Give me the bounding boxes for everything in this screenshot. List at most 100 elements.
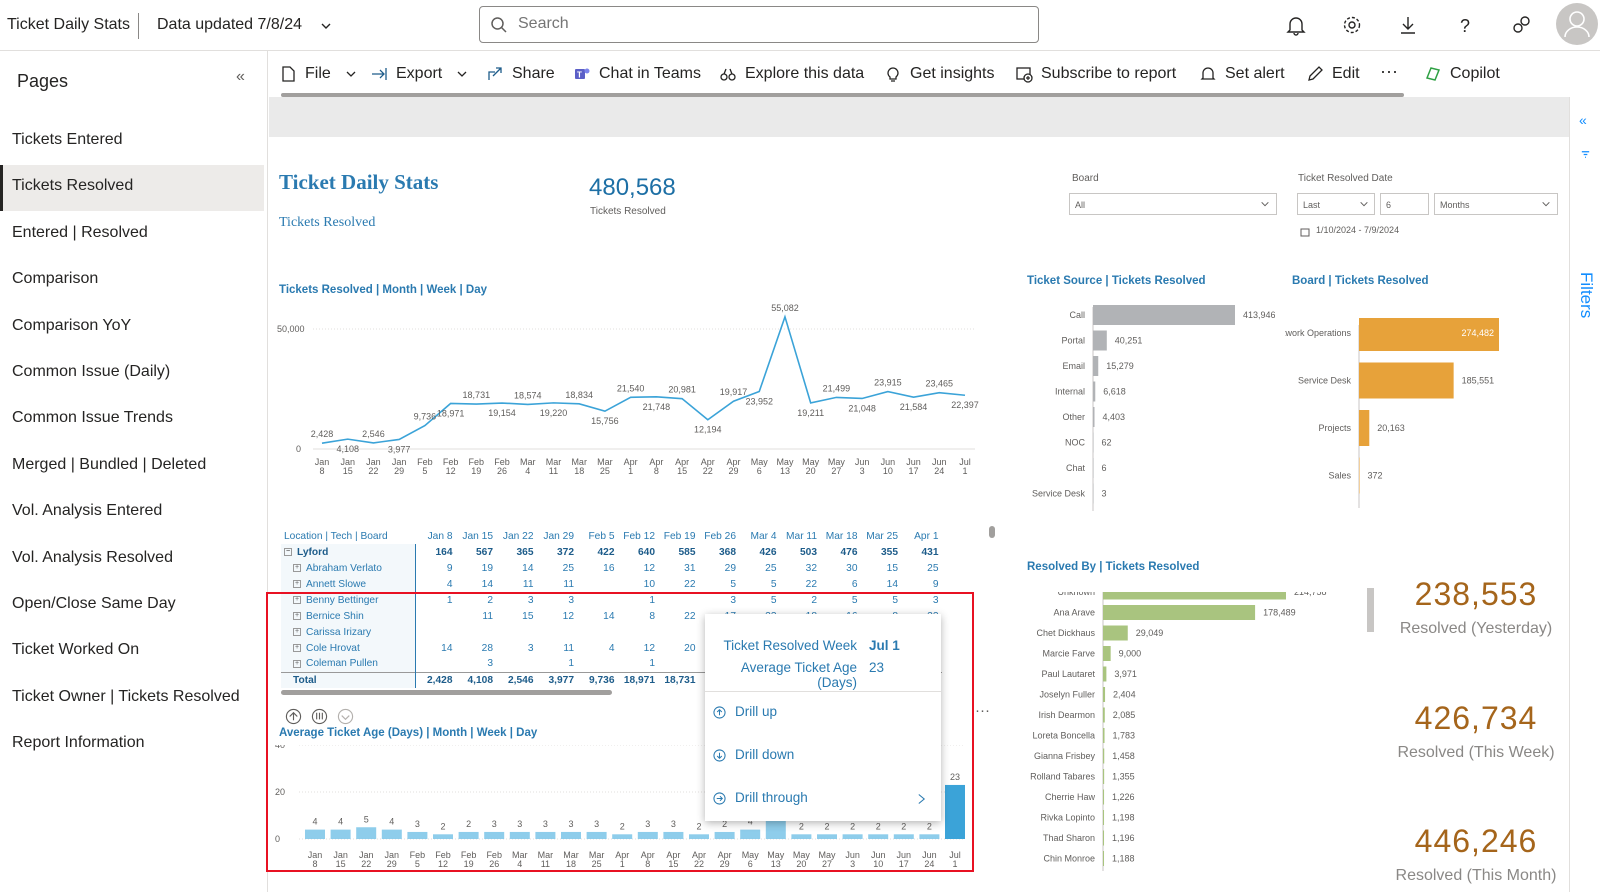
matrix-cell[interactable]: 14: [522, 562, 534, 574]
matrix-column-header[interactable]: Feb 19: [663, 530, 696, 542]
file-menu[interactable]: File: [279, 65, 357, 83]
matrix-cell[interactable]: 6: [851, 578, 858, 590]
page-item[interactable]: Ticket Worked On: [12, 641, 140, 659]
matrix-column-header[interactable]: Jan 8: [427, 530, 453, 542]
board-slicer-dropdown[interactable]: All: [1069, 193, 1277, 215]
matrix-cell[interactable]: 12: [562, 610, 574, 622]
table-row[interactable]: + Carissa Irizary: [281, 624, 942, 640]
matrix-cell[interactable]: 12: [643, 642, 655, 654]
matrix-column-header[interactable]: Jan 29: [543, 530, 574, 542]
page-item[interactable]: Tickets Entered: [12, 131, 123, 148]
matrix-row-label[interactable]: + Carissa Irizary: [281, 624, 416, 640]
matrix-cell[interactable]: 32: [805, 562, 817, 574]
expand-icon[interactable]: +: [293, 595, 301, 604]
matrix-cell[interactable]: 4,108: [455, 671, 496, 688]
export-menu[interactable]: Export: [370, 65, 468, 83]
matrix-cell[interactable]: 368: [719, 546, 736, 558]
matrix-cell[interactable]: 503: [800, 546, 817, 558]
matrix-cell[interactable]: 2,546: [496, 671, 537, 688]
matrix-cell[interactable]: 164: [435, 546, 453, 558]
expand-icon[interactable]: +: [293, 563, 301, 572]
matrix-cell[interactable]: 3: [568, 594, 574, 606]
table-row[interactable]: + Abraham Verlato 9 19 14 25 16 12 31 29 25 32 30 15 2…: [281, 560, 942, 576]
matrix-cell[interactable]: 3: [527, 642, 534, 654]
matrix-cell[interactable]: 4: [446, 578, 453, 590]
matrix-cell[interactable]: 5: [770, 594, 777, 606]
matrix-column-header[interactable]: Apr 1: [914, 530, 939, 542]
page-item[interactable]: Vol. Analysis Resolved: [12, 548, 173, 566]
matrix-column-header[interactable]: Jan 22: [502, 530, 534, 542]
matrix-cell[interactable]: 14: [441, 642, 453, 654]
drill-down-all-icon[interactable]: [311, 708, 328, 725]
subscribe-button[interactable]: Subscribe to report: [1015, 65, 1176, 83]
matrix-column-header[interactable]: Jan 15: [462, 530, 493, 542]
matrix-column-header[interactable]: Mar 18: [825, 530, 858, 542]
matrix-cell[interactable]: 15: [522, 610, 534, 622]
filters-pane-collapsed[interactable]: « Filters: [1569, 97, 1600, 892]
date-unit-dropdown[interactable]: Months: [1434, 193, 1558, 215]
download-icon[interactable]: [1397, 14, 1419, 36]
search-box[interactable]: [479, 6, 1039, 43]
expand-icon[interactable]: +: [293, 627, 301, 636]
page-item[interactable]: Comparison YoY: [12, 316, 132, 334]
matrix-cell[interactable]: 25: [765, 562, 777, 574]
matrix-cell[interactable]: 11: [563, 642, 574, 654]
bell-icon[interactable]: [1285, 14, 1307, 36]
matrix-cell[interactable]: 3: [730, 594, 736, 606]
matrix-cell[interactable]: 2: [487, 594, 493, 606]
matrix-cell[interactable]: 15: [886, 562, 898, 574]
matrix-cell[interactable]: 8: [649, 610, 655, 622]
collapse-icon[interactable]: −: [284, 547, 292, 556]
matrix-row-header[interactable]: Location | Tech | Board: [284, 530, 388, 542]
matrix-cell[interactable]: 9: [932, 578, 939, 590]
page-item[interactable]: Tickets Resolved: [0, 165, 264, 212]
actionbar-scrollbar[interactable]: [281, 93, 1404, 97]
matrix-cell[interactable]: 25: [927, 562, 939, 574]
table-row[interactable]: + Benny Bettinger 1 2 3 3 1 3 5 2 5 5 3: [281, 592, 942, 608]
matrix-cell[interactable]: 585: [678, 546, 696, 558]
expand-icon[interactable]: +: [293, 643, 301, 652]
matrix-cell[interactable]: 22: [684, 610, 696, 622]
chat-in-teams-button[interactable]: T Chat in Teams: [573, 65, 701, 83]
expand-level-icon[interactable]: [337, 708, 354, 725]
drill-up-menu-item[interactable]: Drill up: [705, 704, 941, 734]
drill-through-menu-item[interactable]: Drill through: [705, 790, 941, 820]
matrix-cell[interactable]: 14: [481, 578, 493, 590]
table-row[interactable]: − Lyford 164 567 365 372 422 640 585 368 426 503 476…: [281, 544, 942, 560]
matrix-cell[interactable]: 9: [446, 562, 453, 574]
matrix-row-label[interactable]: + Coleman Pullen: [281, 656, 416, 672]
matrix-cell[interactable]: 1: [649, 658, 655, 670]
chevron-down-icon[interactable]: [320, 20, 332, 32]
matrix-row-label[interactable]: + Cole Hrovat: [281, 640, 416, 656]
expand-icon[interactable]: +: [293, 611, 301, 620]
page-item[interactable]: Common Issue (Daily): [12, 363, 171, 380]
matrix-cell[interactable]: 2,428: [415, 671, 456, 688]
matrix-cell[interactable]: 2: [811, 594, 817, 606]
matrix-row-label[interactable]: + Abraham Verlato: [281, 560, 416, 576]
matrix-cell[interactable]: 640: [638, 546, 655, 558]
matrix-row-label[interactable]: + Annett Slowe: [281, 576, 416, 592]
page-item[interactable]: Open/Close Same Day: [12, 595, 176, 612]
edit-button[interactable]: Edit: [1306, 65, 1360, 83]
page-item[interactable]: Ticket Owner | Tickets Resolved: [12, 687, 240, 705]
feedback-icon[interactable]: [1510, 14, 1532, 36]
matrix-cell[interactable]: 1: [446, 594, 453, 606]
matrix-cell[interactable]: 3: [527, 594, 534, 606]
matrix-cell[interactable]: 355: [881, 546, 898, 558]
matrix-cell[interactable]: 11: [563, 578, 574, 590]
table-row[interactable]: + Coleman Pullen 3 1 1: [281, 656, 942, 672]
matrix-cell[interactable]: 10: [643, 578, 655, 590]
matrix-cell[interactable]: 372: [557, 546, 574, 558]
gear-icon[interactable]: [1341, 14, 1363, 36]
expand-icon[interactable]: +: [293, 659, 301, 668]
matrix-cell[interactable]: 18,731: [658, 671, 699, 688]
resolved-by-scrollbar[interactable]: [1367, 588, 1374, 632]
copilot-button[interactable]: Copilot: [1424, 65, 1500, 83]
expand-filters-icon[interactable]: «: [1579, 112, 1587, 128]
matrix-cell[interactable]: 3: [932, 594, 939, 606]
visual-more-options-icon[interactable]: ···: [975, 702, 990, 719]
page-item[interactable]: Entered | Resolved: [12, 223, 148, 241]
share-button[interactable]: Share: [486, 65, 555, 83]
matrix-cell[interactable]: 1: [568, 658, 574, 670]
